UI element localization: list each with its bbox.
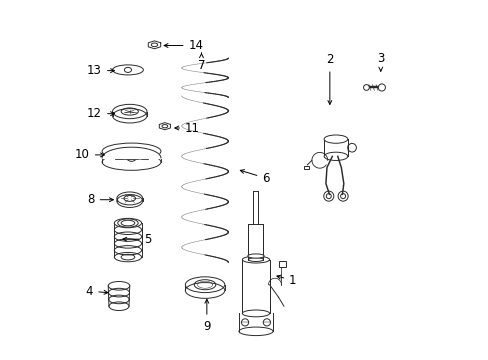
Text: 1: 1 — [276, 274, 296, 287]
Text: 2: 2 — [325, 53, 333, 104]
Ellipse shape — [114, 219, 142, 228]
Bar — [242, 260, 269, 314]
Text: 9: 9 — [203, 299, 210, 333]
Text: 14: 14 — [164, 39, 203, 52]
Ellipse shape — [324, 135, 347, 143]
Text: 8: 8 — [87, 193, 113, 206]
Text: 6: 6 — [240, 170, 269, 185]
Bar — [303, 166, 309, 169]
Text: 3: 3 — [376, 51, 384, 71]
Text: 11: 11 — [175, 122, 200, 135]
Ellipse shape — [112, 104, 147, 119]
Bar — [278, 261, 285, 267]
Text: 13: 13 — [87, 64, 114, 77]
Circle shape — [363, 85, 368, 90]
Circle shape — [337, 191, 347, 201]
Ellipse shape — [102, 154, 161, 170]
Ellipse shape — [248, 258, 263, 261]
Text: 7: 7 — [197, 53, 205, 72]
Bar — [140, 152, 147, 159]
Bar — [324, 139, 347, 156]
Circle shape — [323, 191, 333, 201]
Ellipse shape — [117, 192, 142, 205]
Circle shape — [378, 84, 385, 91]
Text: 5: 5 — [122, 233, 151, 246]
Ellipse shape — [114, 252, 142, 262]
Bar — [248, 224, 263, 260]
Ellipse shape — [185, 277, 224, 293]
Ellipse shape — [324, 152, 347, 161]
Ellipse shape — [242, 256, 269, 263]
Ellipse shape — [247, 254, 264, 258]
Ellipse shape — [112, 65, 143, 75]
Text: 10: 10 — [75, 148, 104, 161]
Text: 12: 12 — [87, 107, 114, 120]
Bar — [115, 152, 122, 159]
Text: 4: 4 — [86, 285, 108, 298]
Ellipse shape — [242, 310, 269, 317]
